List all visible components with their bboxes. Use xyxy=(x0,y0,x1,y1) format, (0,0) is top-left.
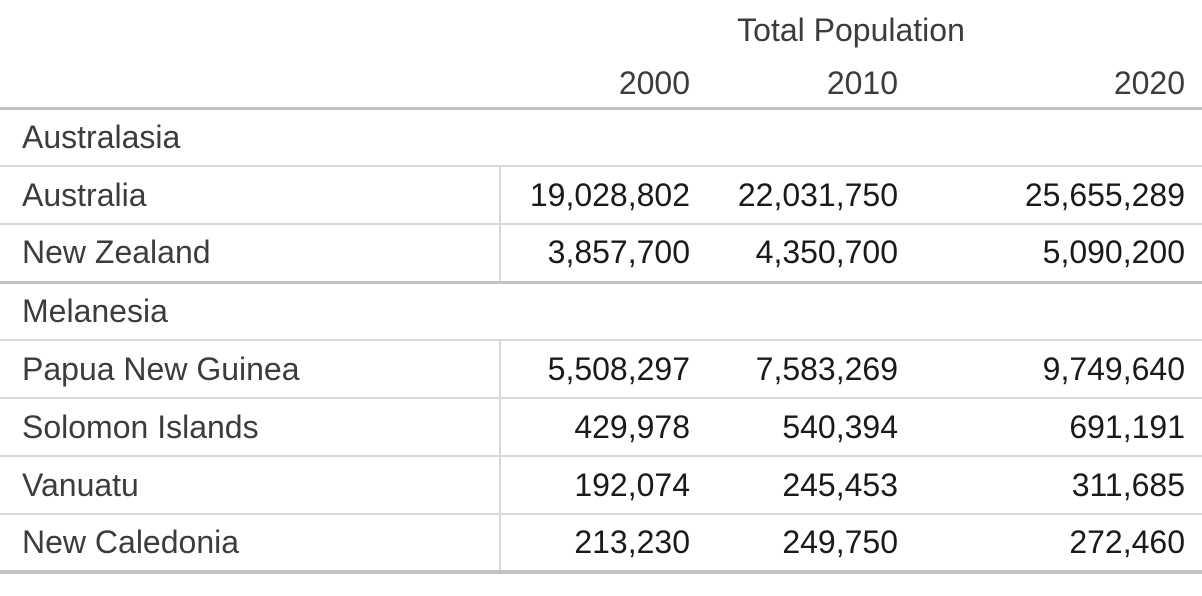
group-label: Melanesia xyxy=(22,292,168,329)
group-label: Australasia xyxy=(22,118,181,155)
corner-spacer xyxy=(0,60,500,108)
row-vanuatu: Vanuatu 192,074 245,453 311,685 xyxy=(0,456,1202,514)
value-2020: 5,090,200 xyxy=(1042,234,1185,271)
value-2010: 245,453 xyxy=(782,466,898,503)
row-australia: Australia 19,028,802 22,031,750 25,655,2… xyxy=(0,166,1202,224)
population-table: Total Population 2000 2010 2020 Australa… xyxy=(0,0,1202,574)
row-papua-new-guinea: Papua New Guinea 5,508,297 7,583,269 9,7… xyxy=(0,340,1202,398)
value-2010: 249,750 xyxy=(782,524,898,560)
corner-spacer xyxy=(0,0,500,60)
value-2010: 7,583,269 xyxy=(755,350,898,387)
year-header-2010: 2010 xyxy=(826,64,898,101)
value-2020: 25,655,289 xyxy=(1024,176,1185,213)
value-2010: 540,394 xyxy=(782,408,898,445)
value-2020: 691,191 xyxy=(1069,408,1185,445)
value-2010: 4,350,700 xyxy=(755,234,898,271)
value-2000: 192,074 xyxy=(499,456,707,514)
value-2000: 429,978 xyxy=(499,398,707,456)
value-2010: 22,031,750 xyxy=(737,176,898,213)
value-2020: 9,749,640 xyxy=(1042,350,1185,387)
group-row-melanesia: Melanesia xyxy=(0,282,1202,340)
country-name: New Zealand xyxy=(22,234,211,271)
value-2000: 3,857,700 xyxy=(499,224,707,282)
table-title: Total Population xyxy=(737,11,965,48)
spanner-header-row: Total Population xyxy=(0,0,1202,60)
row-new-zealand: New Zealand 3,857,700 4,350,700 5,090,20… xyxy=(0,224,1202,282)
country-name: Papua New Guinea xyxy=(22,350,300,387)
row-solomon-islands: Solomon Islands 429,978 540,394 691,191 xyxy=(0,398,1202,456)
country-name: Vanuatu xyxy=(22,466,139,503)
value-2000: 19,028,802 xyxy=(499,166,707,224)
country-name: Solomon Islands xyxy=(22,408,259,445)
years-header-row: 2000 2010 2020 xyxy=(0,60,1202,108)
year-header-2000: 2000 xyxy=(618,64,690,101)
row-new-caledonia: New Caledonia 213,230 249,750 272,460 xyxy=(0,514,1202,572)
value-2020: 311,685 xyxy=(1071,466,1185,503)
value-2000: 213,230 xyxy=(499,514,707,572)
year-header-2020: 2020 xyxy=(1113,64,1185,101)
group-row-australasia: Australasia xyxy=(0,108,1202,166)
country-name: New Caledonia xyxy=(22,524,240,560)
value-2000: 5,508,297 xyxy=(499,340,707,398)
country-name: Australia xyxy=(22,176,147,213)
value-2020: 272,460 xyxy=(1069,524,1185,560)
